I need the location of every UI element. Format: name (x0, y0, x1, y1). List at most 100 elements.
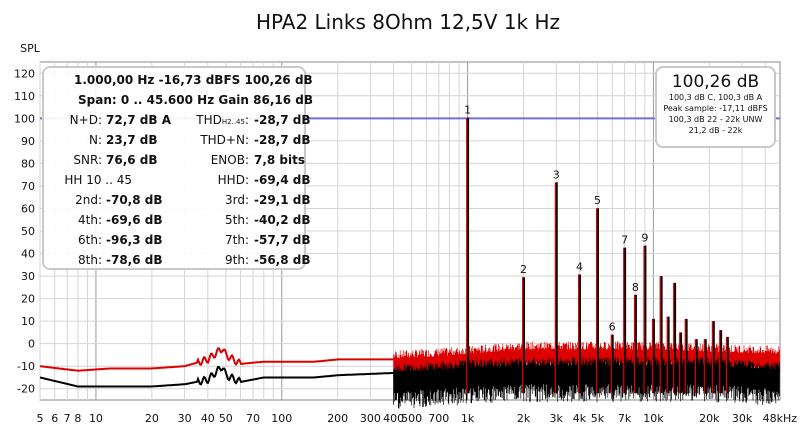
x-tick-label: 3k (550, 412, 564, 425)
noise-floor (393, 341, 780, 409)
readout-line-4: 21,2 dB - 22k (688, 126, 743, 135)
readout-line-2: Peak sample: -17,11 dBFS (663, 104, 768, 113)
x-tick-label: 30k (732, 412, 753, 425)
x-tick-label: 20 (145, 412, 159, 425)
info-label: 2nd: (75, 193, 102, 207)
y-tick-label: -10 (17, 360, 35, 373)
readout-value: 100,26 dB (671, 72, 760, 92)
x-tick-label: 7k (618, 412, 632, 425)
info-label: SNR: (73, 153, 102, 167)
x-tick-label: 200 (327, 412, 348, 425)
x-tick-label: 2k (517, 412, 531, 425)
harmonic-label: 8 (632, 281, 639, 294)
x-tick-label: 10k (643, 412, 664, 425)
info-label-2: 9th: (225, 253, 249, 267)
info-frequency-line: 1.000,00 Hz -16,73 dBFS 100,26 dB (74, 73, 313, 87)
info-row: N+D: 72,7 dB A THDH2..45: -28,7 dB (44, 110, 311, 130)
info-value: -78,6 dB (106, 253, 163, 267)
harmonic-label: 2 (520, 263, 527, 276)
x-tick-label: 70 (246, 412, 260, 425)
info-value: 72,7 dB A (106, 113, 171, 127)
y-tick-label: 40 (21, 248, 35, 261)
y-tick-label: 50 (21, 225, 35, 238)
noise-band-black (393, 357, 780, 409)
harmonic-peaks: 1 2 3 4 5 6 7 8 9 (464, 104, 729, 394)
x-tick-label: 20k (699, 412, 720, 425)
info-value: -69,6 dB (106, 213, 163, 227)
x-tick-label: 50 (219, 412, 233, 425)
series-lines (39, 347, 781, 388)
x-tick-label: 700 (428, 412, 449, 425)
x-tick-label: 300 (360, 412, 381, 425)
x-tick-label: 100 (271, 412, 292, 425)
info-label-2: 5th: (225, 213, 249, 227)
info-row: 8th: -78,6 dB 9th: -56,8 dB (44, 250, 311, 270)
x-tick-label: 5 (37, 412, 44, 425)
info-value: -96,3 dB (106, 233, 163, 247)
info-label: 8th: (78, 253, 102, 267)
info-value: -70,8 dB (106, 193, 163, 207)
x-tick-label: 500 (401, 412, 422, 425)
harmonic-label: 9 (641, 232, 648, 245)
y-tick-label: 90 (21, 135, 35, 148)
info-row: 2nd: -70,8 dB 3rd: -29,1 dB (44, 190, 310, 210)
harmonic-label: 6 (609, 321, 616, 334)
readout-line-1: 100,3 dB C, 100,3 dB A (668, 93, 763, 102)
info-value: 76,6 dB (106, 153, 158, 167)
x-tick-label: 40 (201, 412, 215, 425)
x-tick-label: 48kHz (763, 412, 798, 425)
x-tick-label: 400 (383, 412, 404, 425)
info-label-2: THDH2..45: (196, 113, 249, 127)
info-value-2: -56,8 dB (254, 253, 311, 267)
y-tick-label: 20 (21, 293, 35, 306)
readout-line-3: 100,3 dB 22 - 22k UNW (668, 115, 763, 124)
info-label: N: (88, 133, 102, 147)
info-label: HH 10 .. 45 (64, 173, 132, 187)
info-value-2: -40,2 dB (254, 213, 311, 227)
info-label-2: 7th: (225, 233, 249, 247)
info-row: SNR: 76,6 dB ENOB: 7,8 bits (44, 150, 306, 170)
info-value-2: -57,7 dB (254, 233, 311, 247)
measurement-panel: 1.000,00 Hz -16,73 dBFS 100,26 dB Span: … (42, 66, 313, 270)
x-tick-label: 7 (64, 412, 71, 425)
x-tick-label: 5k (591, 412, 605, 425)
x-tick-label: 30 (178, 412, 192, 425)
x-tick-label: 1k (461, 412, 475, 425)
y-axis-label: SPL (20, 42, 41, 55)
y-tick-label: 80 (21, 157, 35, 170)
chart-title: HPA2 Links 8Ohm 12,5V 1k Hz (256, 10, 560, 34)
y-tick-label: 70 (21, 180, 35, 193)
info-label-2: HHD: (217, 173, 249, 187)
y-tick-label: 10 (21, 315, 35, 328)
info-label: 6th: (78, 233, 102, 247)
harmonic-label: 3 (553, 168, 560, 181)
harmonic-label: 7 (621, 234, 628, 247)
info-row: N: 23,7 dB THD+N: -28,7 dB (44, 130, 311, 150)
info-span-line: Span: 0 .. 45.600 Hz Gain 86,16 dB (78, 93, 314, 107)
info-row: 6th: -96,3 dB 7th: -57,7 dB (44, 230, 311, 250)
series-line-red (39, 347, 780, 372)
x-tick-label: 6 (51, 412, 58, 425)
info-value-2: -29,1 dB (254, 193, 311, 207)
y-tick-label: 0 (28, 338, 35, 351)
y-tick-label: 30 (21, 270, 35, 283)
harmonic-label: 5 (594, 194, 601, 207)
level-readout: 100,26 dB 100,3 dB C, 100,3 dB A Peak sa… (655, 66, 776, 148)
y-tick-label: -20 (17, 383, 35, 396)
x-tick-label: 8 (74, 412, 81, 425)
info-label-2: ENOB: (210, 153, 249, 167)
info-label: 4th: (78, 213, 102, 227)
series-line-black (39, 365, 781, 388)
info-value-2: 7,8 bits (254, 153, 306, 167)
y-tick-label: 60 (21, 202, 35, 215)
info-value-2: -69,4 dB (254, 173, 311, 187)
info-row: HH 10 .. 45 HHD: -69,4 dB (44, 170, 310, 190)
info-label-2: 3rd: (224, 193, 249, 207)
harmonic-label: 1 (464, 104, 471, 117)
x-tick-label: 10 (89, 412, 103, 425)
y-tick-label: 100 (14, 112, 35, 125)
info-value-2: -28,7 dB (254, 113, 311, 127)
info-row: 4th: -69,6 dB 5th: -40,2 dB (44, 210, 311, 230)
info-label-2: THD+N: (200, 133, 249, 147)
